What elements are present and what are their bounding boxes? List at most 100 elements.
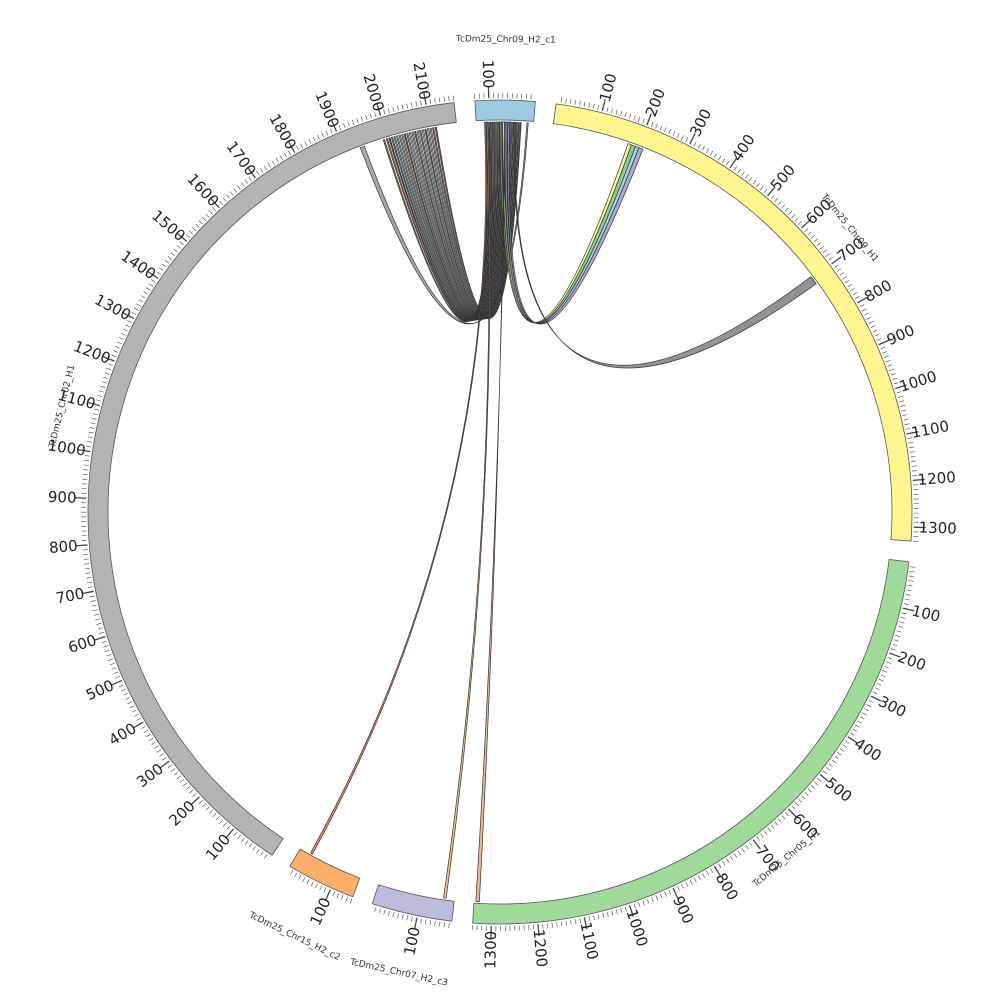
minor-tick (341, 895, 344, 900)
minor-tick (146, 287, 151, 291)
minor-tick (798, 798, 803, 803)
minor-tick (312, 136, 316, 142)
minor-tick (629, 113, 632, 119)
minor-tick (834, 755, 839, 760)
minor-tick (804, 791, 809, 796)
minor-tick (836, 268, 842, 272)
tick-label: 1400 (117, 247, 159, 283)
minor-tick (176, 775, 182, 780)
minor-tick (109, 662, 115, 666)
minor-tick (443, 96, 445, 102)
tick-label: 900 (669, 893, 697, 927)
minor-tick (890, 373, 896, 376)
minor-tick (892, 643, 898, 647)
minor-tick (767, 827, 772, 832)
minor-tick (882, 670, 888, 673)
minor-tick (885, 359, 891, 363)
minor-tick (91, 417, 97, 420)
tick-label: 600 (66, 631, 99, 657)
minor-tick (825, 766, 831, 771)
minor-tick (170, 768, 176, 772)
minor-tick (857, 720, 862, 724)
minor-tick (173, 771, 179, 776)
minor-tick (909, 451, 915, 453)
minor-tick (100, 385, 106, 388)
major-tick (857, 296, 869, 304)
minor-tick (383, 909, 386, 915)
ideogram-chr02h1 (87, 102, 457, 856)
minor-tick (870, 325, 876, 329)
minor-tick (574, 99, 577, 105)
minor-tick (685, 137, 689, 143)
tick-label: 200 (895, 648, 928, 675)
minor-tick (781, 815, 786, 820)
minor-tick (90, 422, 96, 425)
minor-tick (93, 408, 99, 411)
minor-tick (852, 728, 858, 732)
tick-label: 1100 (576, 920, 601, 961)
minor-tick (131, 311, 137, 315)
tick-label: 800 (712, 870, 742, 904)
minor-tick (315, 883, 318, 889)
minor-tick (83, 469, 89, 471)
minor-tick (86, 581, 93, 584)
minor-tick (880, 674, 886, 678)
minor-tick (882, 351, 888, 354)
minor-tick (905, 594, 911, 596)
minor-tick (794, 802, 799, 807)
link-ribbon (310, 121, 488, 855)
major-tick (628, 905, 634, 917)
minor-tick (583, 101, 586, 107)
minor-tick (859, 716, 865, 720)
minor-tick (885, 661, 891, 664)
minor-tick (248, 176, 252, 181)
minor-tick (159, 267, 164, 272)
minor-tick (434, 98, 436, 104)
minor-tick (237, 185, 241, 190)
minor-tick (844, 740, 850, 744)
minor-tick (101, 640, 107, 643)
minor-tick (770, 195, 775, 200)
minor-tick (722, 861, 726, 866)
tick-label: 1200 (917, 468, 956, 489)
minor-tick (816, 242, 821, 246)
minor-tick (186, 786, 191, 790)
tick-label: 200 (642, 86, 669, 119)
minor-tick (677, 885, 680, 891)
minor-tick (259, 168, 264, 173)
minor-tick (620, 111, 623, 116)
minor-tick (131, 709, 137, 713)
major-tick (247, 167, 256, 179)
link-ribbon (499, 121, 637, 324)
minor-tick (907, 437, 913, 439)
minor-tick (697, 875, 701, 881)
tick-label: 1200 (71, 337, 113, 368)
minor-tick (702, 873, 706, 878)
minor-tick (369, 113, 372, 119)
tick-label: 900 (884, 321, 917, 349)
minor-tick (839, 748, 845, 752)
minor-tick (896, 391, 902, 394)
major-tick (800, 219, 811, 229)
link-ribbon (475, 121, 506, 902)
minor-tick (85, 572, 91, 574)
ideogram-c3 (371, 884, 455, 922)
tick-label: 500 (767, 161, 799, 194)
minor-tick (784, 812, 789, 817)
minor-tick (148, 283, 154, 287)
minor-tick (741, 847, 745, 853)
link-ribbon (434, 122, 522, 319)
minor-tick (718, 863, 722, 869)
minor-tick (668, 889, 672, 895)
minor-tick (351, 119, 355, 125)
minor-tick (791, 805, 796, 810)
tick-label: 500 (822, 774, 856, 806)
minor-tick (136, 303, 141, 307)
minor-tick (588, 916, 591, 922)
minor-tick (84, 459, 90, 462)
minor-tick (383, 109, 386, 115)
tick-label: 400 (106, 719, 140, 749)
minor-tick (329, 128, 333, 134)
minor-tick (179, 779, 185, 783)
